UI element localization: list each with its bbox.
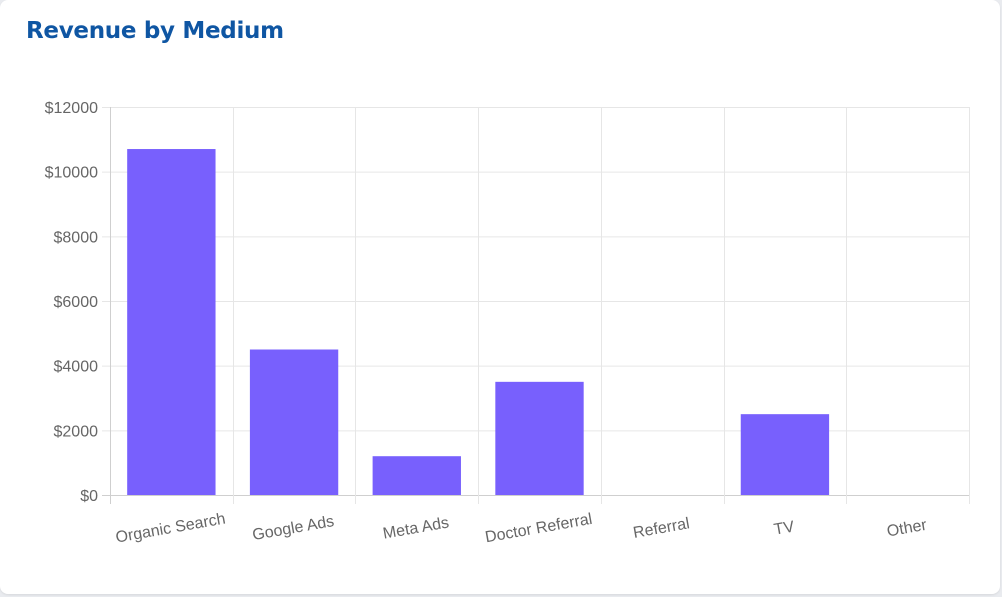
bar-meta-ads[interactable] [372,456,461,495]
y-tick-label: $4000 [54,359,99,376]
y-tick-label: $6000 [54,294,99,311]
x-tick-label: Referral [632,515,691,542]
y-axis-ticks: $0 $2000 $4000 $6000 $8000 $10000 $12000 [45,100,98,505]
bar-tv[interactable] [740,414,830,495]
x-tick-label: Google Ads [251,513,335,544]
x-tick-label: Organic Search [114,511,226,547]
bar-organic-search[interactable] [127,149,216,496]
chart-title: Revenue by Medium [26,18,284,44]
y-tick-label: $2000 [54,423,99,440]
x-tick-label: TV [773,518,796,538]
x-tick-label: Other [886,517,929,541]
y-tick-label: $12000 [45,100,98,117]
bar-doctor-referral[interactable] [495,381,584,495]
y-tick-label: $8000 [54,229,99,246]
x-tick-label: Doctor Referral [484,511,594,547]
bars [127,149,830,496]
y-tick-label: $0 [80,488,98,505]
x-tick-label: Meta Ads [382,514,451,542]
x-axis-ticks: Organic Search Google Ads Meta Ads Doctor R… [114,511,928,547]
bar-google-ads[interactable] [249,349,339,496]
y-tick-label: $10000 [45,165,98,182]
